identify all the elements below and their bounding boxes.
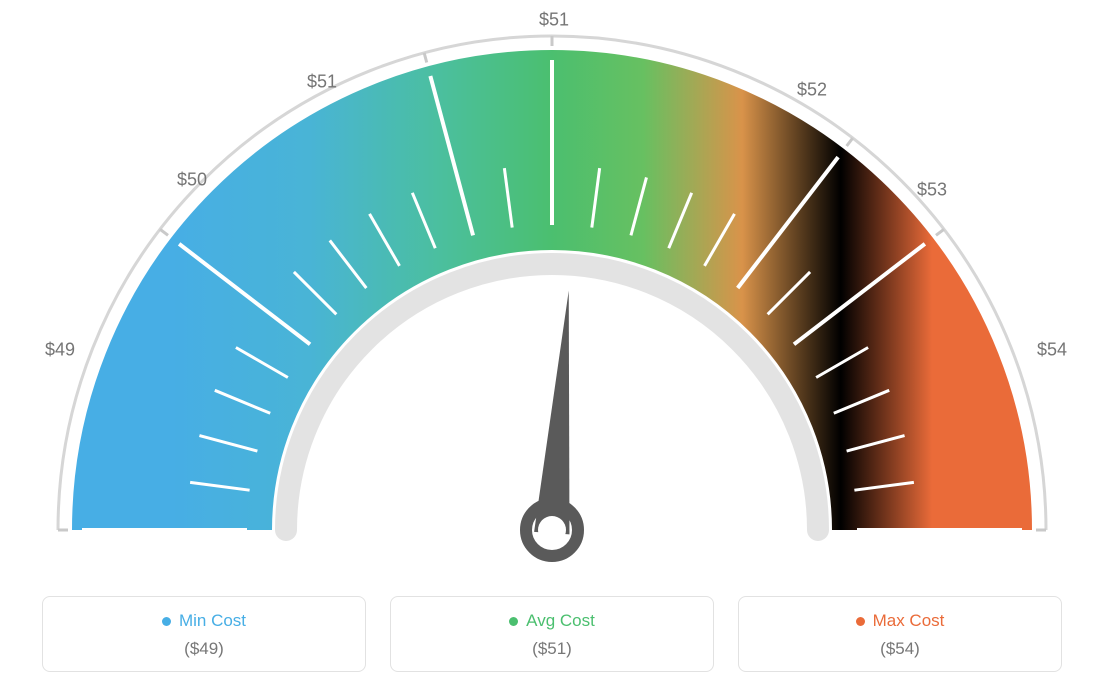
legend-dot-avg (509, 617, 518, 626)
legend-value-avg: ($51) (401, 639, 703, 659)
legend-card-min: Min Cost ($49) (42, 596, 366, 672)
gauge-tick-label: $54 (1037, 340, 1067, 361)
legend-dot-max (856, 617, 865, 626)
gauge-tick-label: $49 (45, 340, 75, 361)
legend-title-min: Min Cost (179, 611, 246, 631)
legend-value-max: ($54) (749, 639, 1051, 659)
legend-title-max: Max Cost (873, 611, 945, 631)
cost-gauge (52, 10, 1052, 570)
gauge-tick-label: $50 (177, 170, 207, 191)
gauge-tick-label: $51 (307, 72, 337, 93)
gauge-tick-label: $52 (797, 80, 827, 101)
legend-title-avg: Avg Cost (526, 611, 595, 631)
gauge-tick-label: $51 (539, 10, 569, 31)
legend-card-max: Max Cost ($54) (738, 596, 1062, 672)
gauge-tick-label: $53 (917, 180, 947, 201)
legend-dot-min (162, 617, 171, 626)
gauge-svg (52, 10, 1052, 570)
legend-value-min: ($49) (53, 639, 355, 659)
legend-row: Min Cost ($49) Avg Cost ($51) Max Cost (… (42, 596, 1062, 672)
legend-card-avg: Avg Cost ($51) (390, 596, 714, 672)
